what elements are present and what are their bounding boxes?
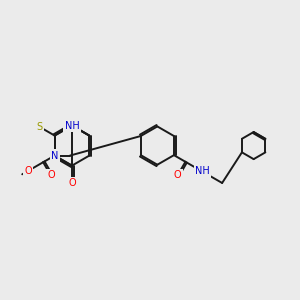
Text: N: N [51, 151, 58, 160]
Text: NH: NH [64, 121, 79, 130]
Text: NH: NH [195, 167, 210, 176]
Text: S: S [36, 122, 42, 132]
Text: O: O [174, 170, 182, 180]
Text: O: O [68, 178, 76, 188]
Text: O: O [47, 170, 55, 181]
Text: O: O [24, 166, 32, 176]
